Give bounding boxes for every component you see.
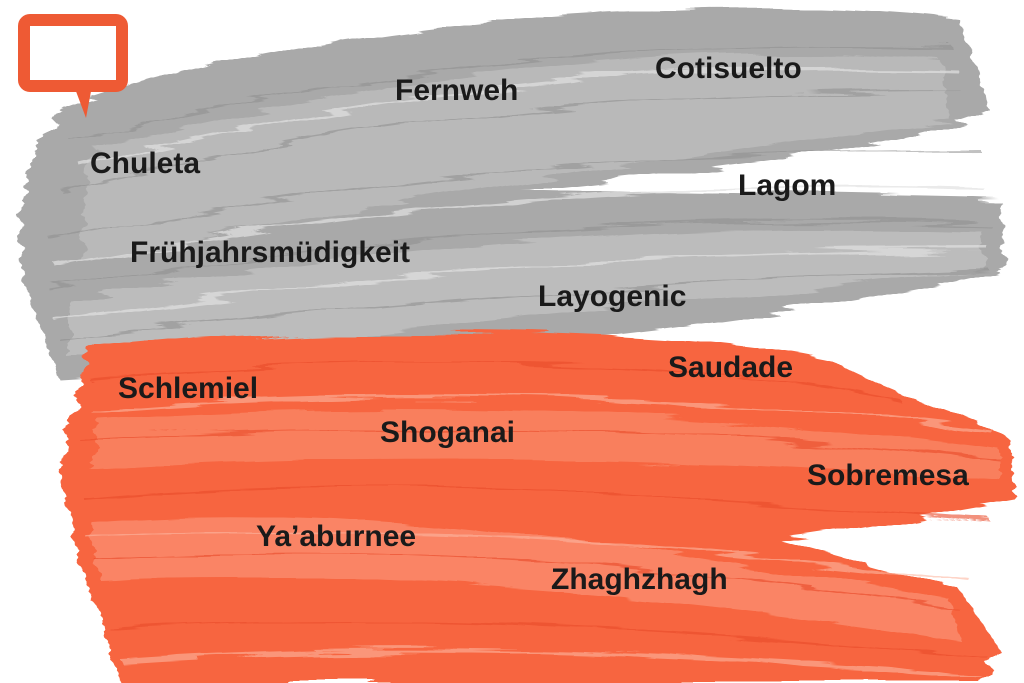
word: Chuleta xyxy=(90,147,200,180)
word: Zhaghzhagh xyxy=(551,563,728,596)
word: Shoganai xyxy=(380,416,515,449)
word: Ya’aburnee xyxy=(256,520,416,553)
word: Saudade xyxy=(668,351,793,384)
word-list: Fernweh Cotisuelto Chuleta Lagom Frühjahrsmü… xyxy=(90,52,969,596)
word: Sobremesa xyxy=(807,459,969,492)
speech-bubble-icon xyxy=(18,14,128,118)
word: Schlemiel xyxy=(118,372,258,405)
orange-brush-stroke xyxy=(60,331,1015,683)
gray-brush-stroke xyxy=(20,8,1005,380)
word: Layogenic xyxy=(538,280,686,313)
word: Fernweh xyxy=(395,74,518,107)
word: Cotisuelto xyxy=(655,52,802,85)
word: Lagom xyxy=(738,169,836,202)
word: Frühjahrsmüdigkeit xyxy=(130,236,410,269)
